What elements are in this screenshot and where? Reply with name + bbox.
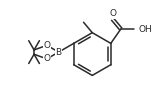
Text: B: B — [56, 48, 62, 57]
Text: O: O — [109, 9, 116, 18]
Text: O: O — [43, 54, 50, 63]
Text: O: O — [43, 41, 50, 50]
Text: OH: OH — [138, 25, 152, 34]
